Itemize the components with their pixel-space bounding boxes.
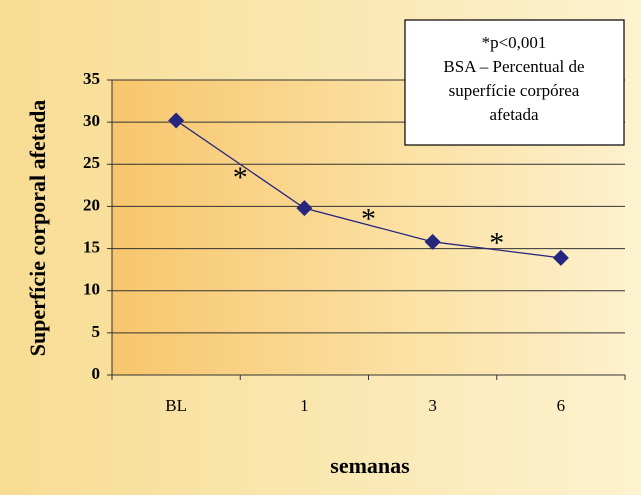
- note-text: BSA – Percentual de: [443, 57, 584, 76]
- note-text: superfície corpórea: [449, 81, 580, 100]
- y-axis-title: Superfície corporal afetada: [25, 100, 50, 357]
- annotation: *: [489, 227, 504, 260]
- x-tick-label: 6: [557, 396, 566, 415]
- marker: [296, 200, 313, 217]
- line: [175, 119, 561, 259]
- y-tick-label: 25: [83, 153, 100, 172]
- y-tick-label: 30: [83, 111, 100, 130]
- marker: [552, 249, 569, 266]
- x-axis-title: semanas: [330, 453, 410, 478]
- x-tick-label: 3: [428, 396, 437, 415]
- y-tick-label: 35: [83, 69, 100, 88]
- y-tick-label: 20: [83, 195, 100, 214]
- y-tick-label: 5: [92, 322, 101, 341]
- y-tick-label: 15: [83, 237, 100, 256]
- note-box: [404, 19, 625, 146]
- annotation: *: [233, 161, 248, 194]
- annotation: *: [361, 203, 376, 236]
- marker: [168, 112, 185, 129]
- x-tick-label: BL: [165, 396, 187, 415]
- note-text: *p<0,001: [482, 33, 547, 52]
- y-tick-label: 0: [92, 364, 101, 383]
- marker: [424, 233, 441, 250]
- note-text: afetada: [489, 105, 539, 124]
- y-tick-label: 10: [83, 280, 100, 299]
- x-tick-label: 1: [300, 396, 309, 415]
